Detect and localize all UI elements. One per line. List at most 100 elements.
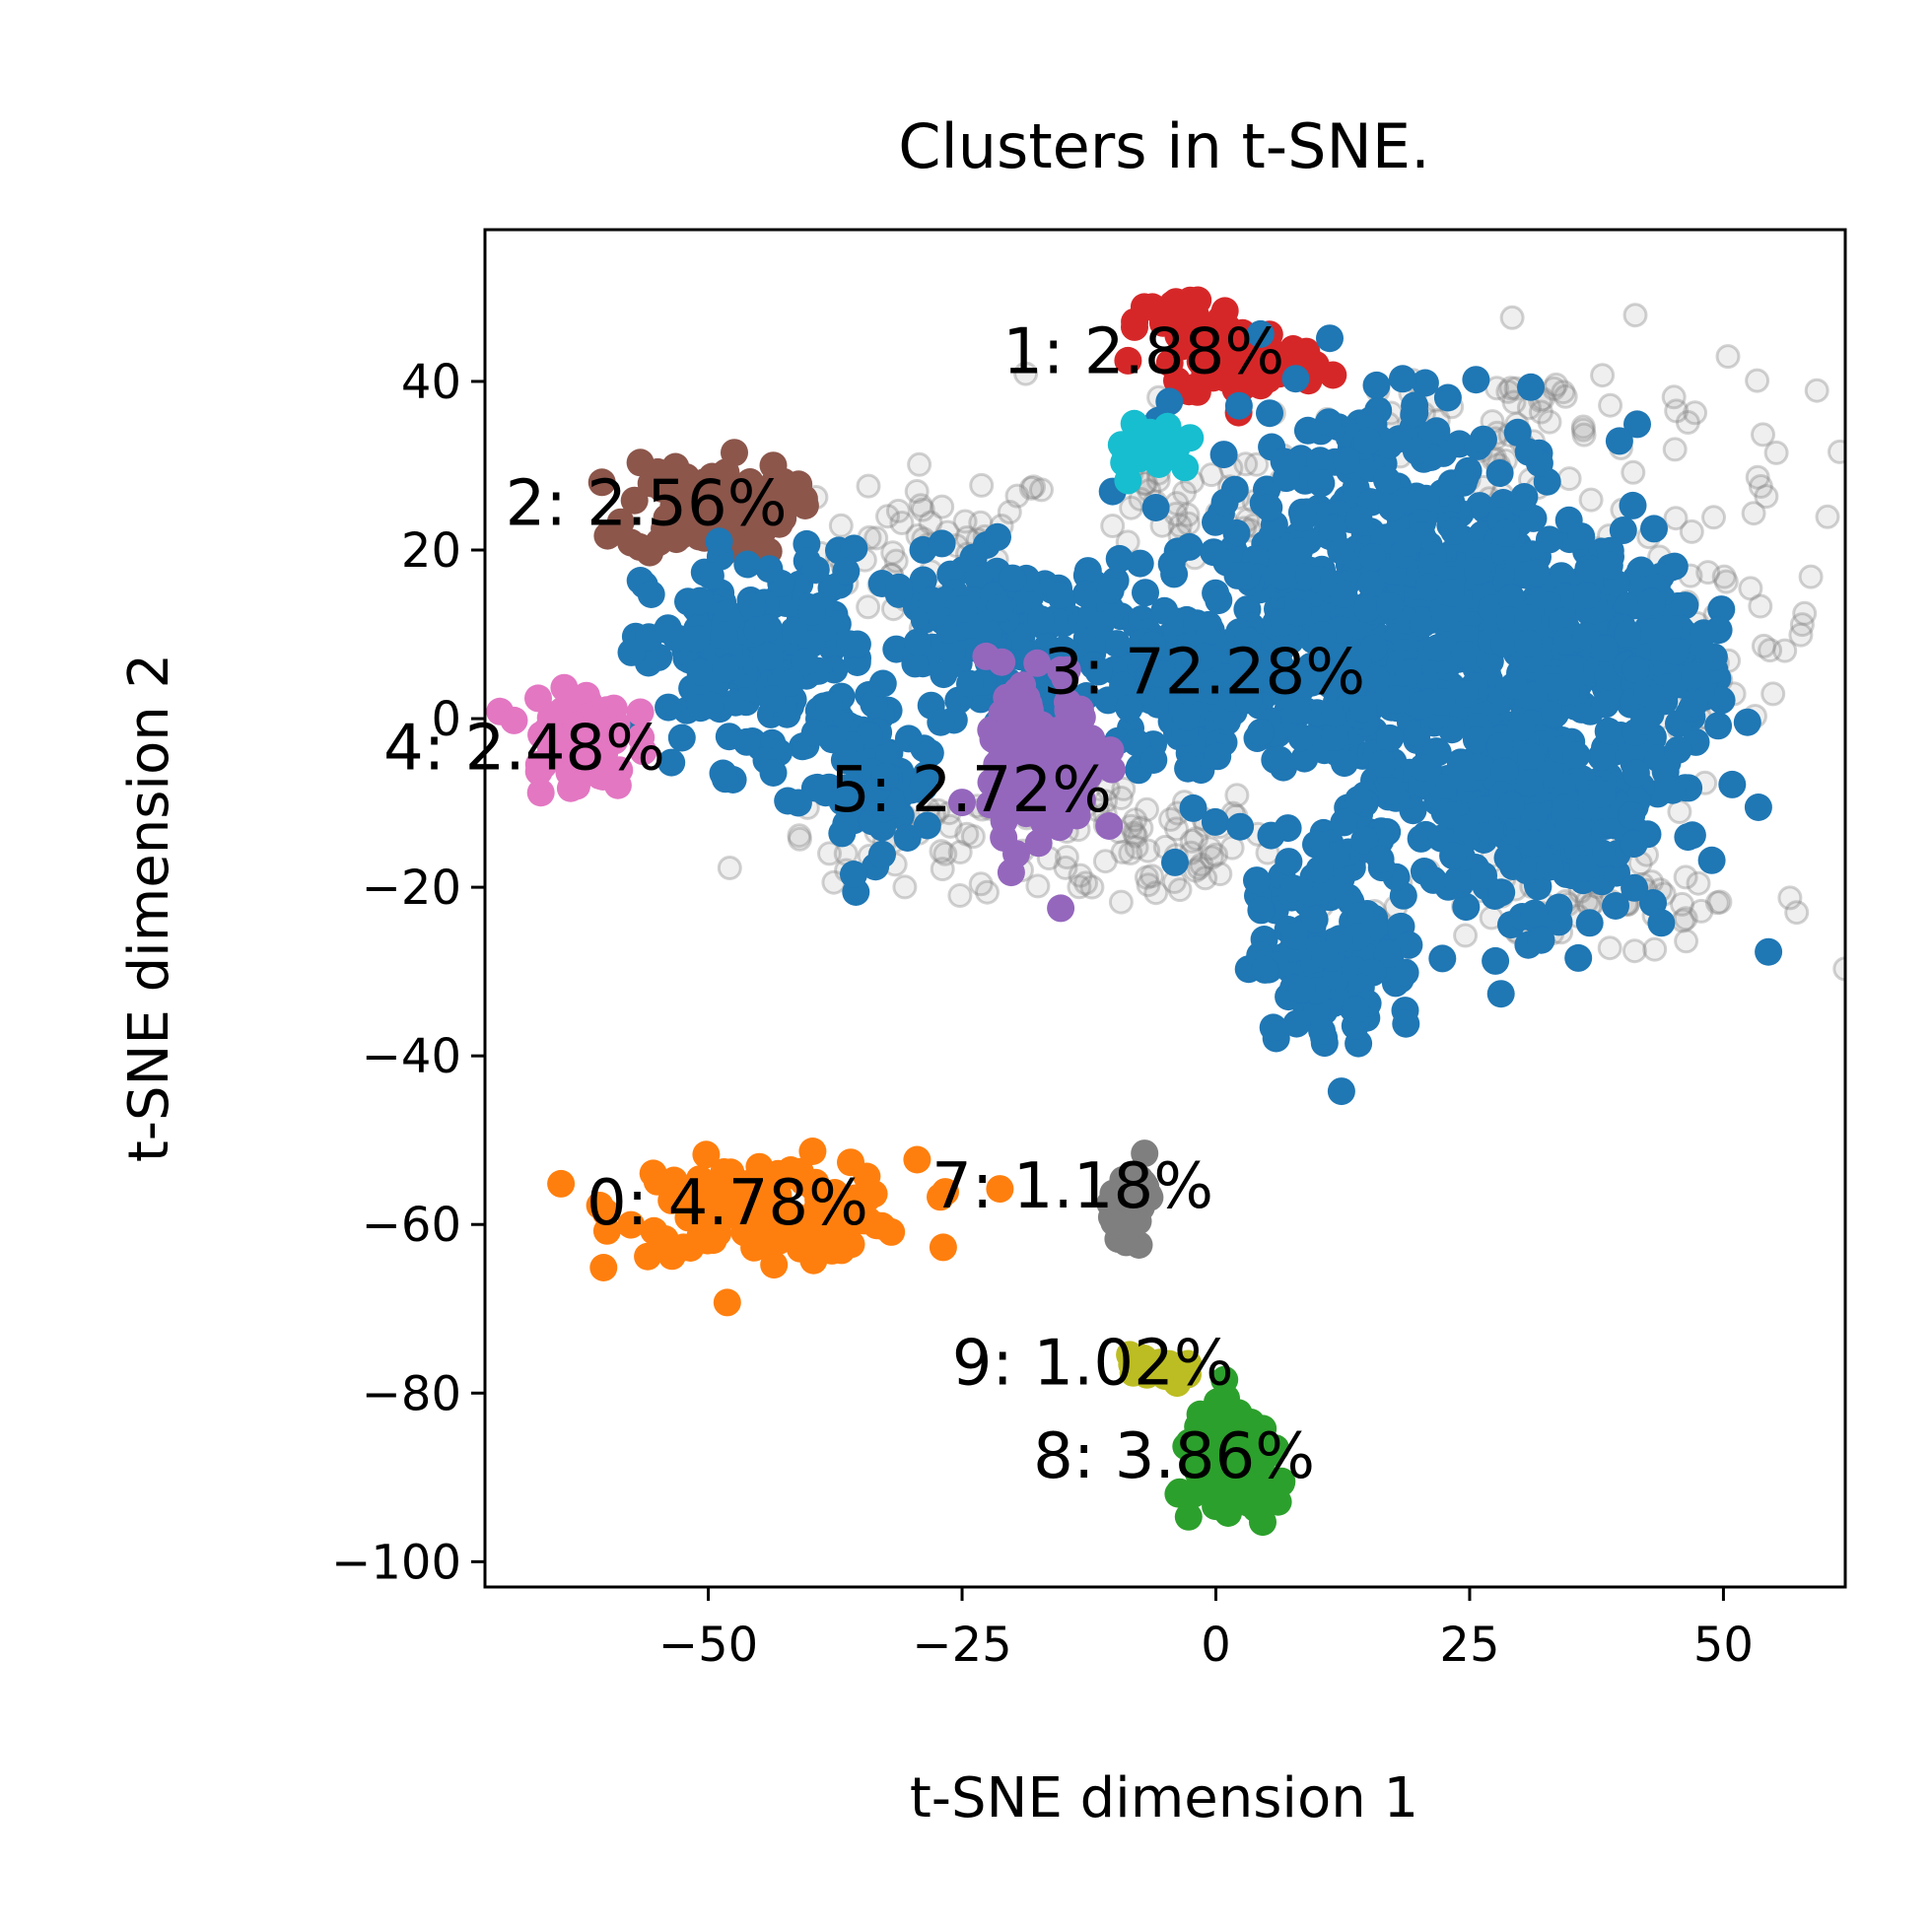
noise-point <box>1158 806 1184 832</box>
cluster-3-point <box>1310 940 1339 969</box>
noise-point <box>1110 840 1136 864</box>
cluster-3-point <box>1697 846 1726 874</box>
noise-point <box>1224 783 1250 808</box>
cluster-3-point <box>1251 955 1279 984</box>
cluster-3-point <box>1308 1016 1337 1045</box>
cluster-3-point <box>1462 366 1490 394</box>
cluster-3-point <box>1302 830 1330 859</box>
cluster-3-point <box>1224 391 1253 420</box>
cluster-3-point <box>1453 814 1482 843</box>
cluster-3-point <box>709 759 737 788</box>
cluster-3-point <box>1345 506 1373 534</box>
noise-point <box>1828 439 1845 464</box>
noise-point <box>1798 564 1824 589</box>
cluster-0-point <box>686 1221 715 1250</box>
cluster-3-point <box>1419 865 1448 894</box>
noise-point <box>1108 786 1134 810</box>
noise-point <box>892 874 918 900</box>
cluster-2-point <box>645 528 673 557</box>
noise-point <box>1544 372 1569 397</box>
cluster-3-point <box>1551 794 1579 822</box>
noise-point <box>1029 477 1054 503</box>
cluster-5-point <box>1012 799 1041 828</box>
cluster-3-point <box>901 650 930 678</box>
noise-point <box>930 857 955 882</box>
cluster-0-point <box>799 1246 828 1275</box>
cluster-8-point <box>1230 1424 1259 1453</box>
noise-point <box>1164 816 1189 842</box>
noise-point <box>929 839 954 864</box>
cluster-5-point <box>1023 649 1052 677</box>
cluster-2-point <box>732 505 761 533</box>
cluster-3-point <box>1243 648 1272 676</box>
cluster-3-point <box>1622 656 1650 684</box>
cluster-3-point <box>1103 630 1132 658</box>
cluster-3-point <box>1490 629 1519 657</box>
cluster-7-point <box>1131 1139 1159 1168</box>
cluster-5-point <box>1047 894 1075 923</box>
cluster-5-point <box>948 789 976 817</box>
cluster-3-point <box>1573 582 1602 610</box>
noise-point <box>952 509 978 534</box>
cluster-3-point <box>1527 926 1555 954</box>
cluster-3-point <box>1429 774 1458 802</box>
noise-point <box>975 879 1000 905</box>
cluster-3-point <box>1514 629 1543 657</box>
cluster-2-point <box>626 448 655 477</box>
cluster-3-point <box>759 759 788 787</box>
noise-point <box>1053 855 1078 880</box>
cluster-1-point <box>1144 297 1173 325</box>
cluster-3-point <box>1205 586 1233 615</box>
cluster-3-point <box>1290 744 1319 773</box>
noise-point <box>932 841 958 866</box>
cluster-3-point <box>1605 427 1633 455</box>
cluster-7-point <box>1129 1169 1157 1198</box>
cluster-3-point <box>1427 688 1456 716</box>
cluster-3-point <box>1718 770 1747 798</box>
cluster-3-point <box>1321 723 1349 751</box>
cluster-labels: 0: 4.78% 1: 2.88% 2: 2.56% 3: 72.28% 4: 2.48… <box>383 315 1365 1492</box>
noise-point <box>1135 796 1159 822</box>
cluster-3-point <box>1402 437 1430 465</box>
cluster-1-point <box>1155 349 1184 378</box>
noise-point <box>883 548 909 574</box>
cluster-3-point <box>828 819 857 848</box>
cluster-3-point <box>1279 874 1307 903</box>
noise-point <box>1670 908 1695 933</box>
noise-point <box>787 826 812 852</box>
cluster-5-point <box>972 642 1000 670</box>
cluster-3-point <box>1520 899 1549 928</box>
noise-point <box>828 513 854 538</box>
noise-point <box>1136 838 1161 863</box>
cluster-3-point <box>801 555 830 584</box>
cluster-3-point <box>1293 416 1322 445</box>
cluster-0-point <box>862 1211 891 1240</box>
cluster-2-points <box>587 439 819 568</box>
cluster-3-point <box>868 840 896 868</box>
noise-point <box>1004 483 1030 509</box>
noise-point <box>1674 929 1699 954</box>
noise-point <box>1597 935 1622 961</box>
cluster-3-point <box>1755 937 1783 966</box>
noise-point <box>1552 383 1578 409</box>
cluster-3-point <box>1086 611 1115 640</box>
cluster-3-point <box>755 555 784 584</box>
cluster-3-point <box>1664 735 1692 764</box>
cluster-3-point <box>1226 812 1255 841</box>
noise-point <box>1897 521 1918 543</box>
cluster-3-point <box>1564 943 1593 972</box>
noise-point <box>1111 776 1137 801</box>
noise-point <box>1571 422 1597 448</box>
noise-point <box>1664 398 1690 424</box>
cluster-8-point <box>1164 1480 1193 1508</box>
cluster-0-point <box>692 1140 721 1169</box>
cluster-3-point <box>1590 635 1619 663</box>
cluster-3-point <box>1381 685 1410 714</box>
noise-point <box>1670 891 1694 917</box>
cluster-0-point <box>798 1138 827 1165</box>
cluster-3-point <box>1275 848 1303 876</box>
noise-point <box>1754 484 1779 510</box>
cluster-4-point <box>526 779 555 807</box>
cluster-3-point <box>635 623 663 652</box>
